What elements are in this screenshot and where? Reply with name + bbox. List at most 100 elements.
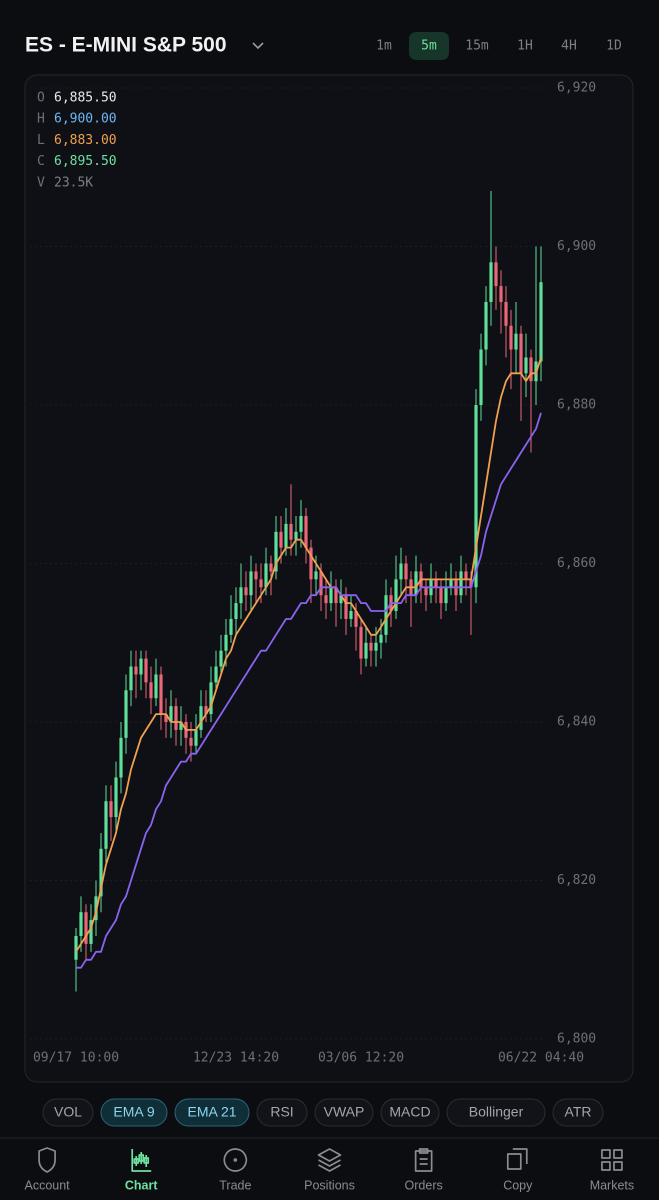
- indicator-chip-label[interactable]: EMA 21: [187, 1104, 236, 1120]
- nav-label[interactable]: Trade: [219, 1178, 251, 1192]
- nav-icon[interactable]: [38, 1147, 56, 1173]
- indicator-chip[interactable]: [256, 1098, 308, 1127]
- timeframe-button[interactable]: 1D: [606, 39, 622, 54]
- candle-body: [89, 920, 93, 944]
- timeframe-button[interactable]: 5m: [421, 39, 437, 54]
- y-tick-label: 6,840: [557, 715, 596, 730]
- nav-label[interactable]: Copy: [503, 1178, 533, 1192]
- candle-body: [289, 523, 293, 540]
- nav-icon[interactable]: [414, 1148, 433, 1172]
- candle-body: [374, 642, 378, 651]
- nav-label[interactable]: Account: [24, 1178, 70, 1192]
- y-tick-label: 6,920: [557, 81, 596, 96]
- candle-body: [284, 523, 288, 548]
- indicator-chip[interactable]: [380, 1098, 440, 1127]
- x-tick-label: 12/23 14:20: [193, 1051, 279, 1066]
- candle-body: [249, 571, 253, 596]
- candle-body: [499, 286, 503, 302]
- ema-line: [76, 412, 542, 969]
- candle-body: [149, 682, 153, 699]
- candle-body: [449, 579, 453, 588]
- candle-body: [139, 658, 143, 675]
- candle-body: [254, 571, 258, 580]
- indicator-chip[interactable]: [552, 1098, 604, 1127]
- indicator-chip[interactable]: [174, 1098, 250, 1127]
- nav-label[interactable]: Orders: [405, 1178, 443, 1192]
- nav-label[interactable]: Chart: [125, 1178, 158, 1192]
- indicator-chip-label[interactable]: Bollinger: [469, 1104, 524, 1120]
- dropdown-chevron[interactable]: [252, 42, 264, 50]
- candle-body: [74, 935, 78, 960]
- candle-body: [404, 563, 408, 580]
- timeframe-button[interactable]: 4H: [561, 39, 577, 54]
- indicator-chip[interactable]: [314, 1098, 374, 1127]
- y-tick-label: 6,880: [557, 398, 596, 413]
- nav-icon[interactable]: [506, 1148, 528, 1170]
- candle-body: [529, 357, 533, 382]
- ohlc-key: H: [37, 112, 45, 127]
- indicator-chip-label[interactable]: VWAP: [324, 1104, 365, 1120]
- candle-body: [359, 626, 363, 659]
- candle-body: [459, 571, 463, 596]
- nav-icon[interactable]: [317, 1148, 342, 1172]
- candle-body: [424, 587, 428, 596]
- candle-body: [324, 595, 328, 604]
- y-tick-label: 6,900: [557, 239, 596, 254]
- candle-body: [439, 587, 443, 604]
- candle-body: [144, 658, 148, 683]
- candle-body: [239, 587, 243, 604]
- nav-icon[interactable]: [223, 1148, 248, 1172]
- chart-panel: [24, 74, 634, 1083]
- ohlc-value: 6,895.50: [54, 154, 117, 169]
- timeframe-active-bg[interactable]: [409, 32, 449, 60]
- candle-body: [344, 595, 348, 619]
- nav-label[interactable]: Positions: [304, 1178, 355, 1192]
- candle-body: [204, 706, 208, 715]
- indicator-chip-label[interactable]: VOL: [54, 1104, 82, 1120]
- candle-body: [509, 325, 513, 350]
- timeframe-button[interactable]: 15m: [465, 39, 489, 54]
- candle-body: [164, 714, 168, 722]
- candle-body: [104, 801, 108, 849]
- nav-icon[interactable]: [601, 1149, 623, 1171]
- candle-body: [379, 634, 383, 643]
- indicator-chip-label[interactable]: ATR: [565, 1104, 592, 1120]
- indicator-chip[interactable]: [446, 1098, 546, 1127]
- candle-body: [174, 706, 178, 730]
- candle-body: [189, 737, 193, 746]
- candle-body: [444, 587, 448, 604]
- candle-body: [269, 563, 273, 572]
- instrument-title[interactable]: ES - E-MINI S&P 500: [25, 34, 227, 57]
- indicator-chip[interactable]: [100, 1098, 168, 1127]
- candle-body: [314, 571, 318, 580]
- candle-body: [209, 682, 213, 715]
- ohlc-key: V: [37, 175, 45, 190]
- candle-body: [294, 531, 298, 540]
- ema-line: [75, 357, 542, 953]
- candle-body: [539, 282, 543, 362]
- candle-body: [114, 777, 118, 818]
- candle-body: [464, 571, 468, 580]
- ohlc-key: L: [37, 133, 45, 148]
- indicator-chip-label[interactable]: RSI: [270, 1104, 293, 1120]
- candle-body: [309, 547, 313, 580]
- candle-body: [124, 690, 128, 738]
- candle-body: [274, 531, 278, 572]
- indicator-chip-label[interactable]: EMA 9: [113, 1104, 154, 1120]
- candle-body: [154, 674, 158, 699]
- y-tick-label: 6,860: [557, 556, 596, 571]
- candle-body: [354, 611, 358, 627]
- candle-body: [214, 666, 218, 683]
- timeframe-button[interactable]: 1H: [517, 39, 533, 54]
- y-tick-label: 6,800: [557, 1032, 596, 1047]
- timeframe-button[interactable]: 1m: [376, 39, 392, 54]
- indicator-chip[interactable]: [42, 1098, 94, 1127]
- nav-label[interactable]: Markets: [590, 1178, 634, 1192]
- indicator-chip-label[interactable]: MACD: [389, 1104, 430, 1120]
- nav-icon[interactable]: [131, 1149, 152, 1172]
- candle-body: [434, 579, 438, 588]
- candle-body: [484, 301, 488, 350]
- ohlc-value: 6,883.00: [54, 133, 117, 148]
- candle-body: [84, 912, 88, 944]
